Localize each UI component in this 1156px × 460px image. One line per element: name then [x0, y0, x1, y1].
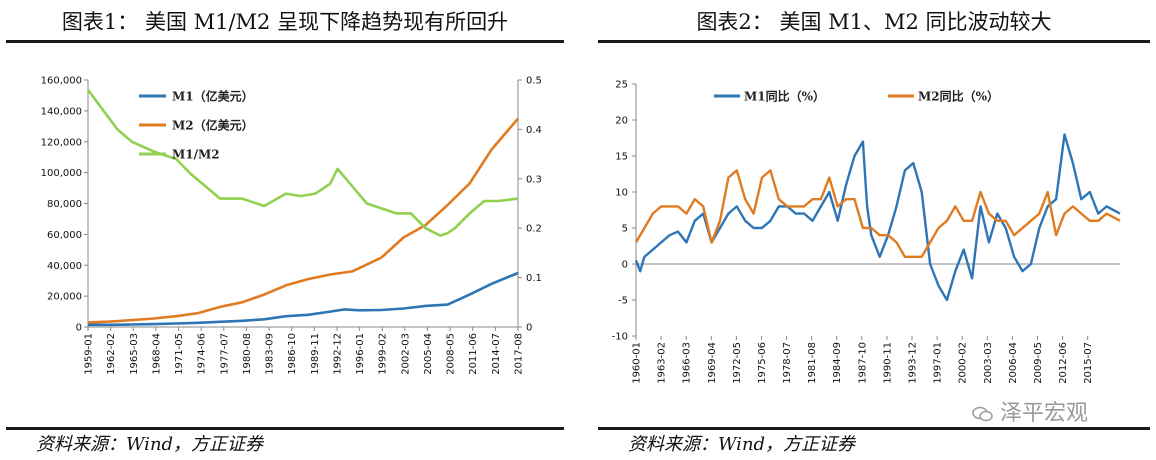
y-left-tick-label: 160,000: [41, 76, 82, 87]
legend-label: M2（亿美元）: [172, 118, 254, 133]
x-tick-label: 2000-02: [958, 342, 969, 384]
source-rule: [598, 427, 1150, 430]
x-tick-label: 1966-03: [682, 342, 693, 384]
y-tick-label: -10: [612, 332, 628, 343]
series-line: [634, 133, 1121, 302]
title-rule: [598, 40, 1150, 43]
y-right-tick-label: 0: [526, 323, 532, 334]
watermark-text: 泽平宏观: [1000, 401, 1089, 426]
x-tick-label: 1987-10: [857, 342, 868, 384]
y-right-tick-label: 0.4: [526, 125, 542, 136]
x-tick-label: 1996-01: [355, 333, 366, 375]
legend-label: M1/M2: [172, 148, 220, 162]
source-rule: [6, 427, 564, 430]
y-left-tick-label: 120,000: [41, 137, 82, 148]
x-tick-label: 1980-08: [242, 333, 253, 375]
x-tick-label: 1993-12: [908, 342, 919, 384]
x-tick-label: 1969-04: [707, 342, 718, 384]
x-tick-label: 2014-07: [491, 333, 502, 375]
x-tick-label: 1983-09: [265, 333, 276, 375]
x-tick-label: 1974-06: [197, 333, 208, 375]
x-tick-label: 1978-07: [782, 342, 793, 384]
x-tick-label: 2005-04: [423, 333, 434, 375]
wechat-icon: [972, 406, 993, 422]
y-left-tick-label: 20,000: [47, 292, 82, 303]
x-tick-label: 1984-09: [832, 342, 843, 384]
y-right-tick-label: 0.2: [526, 224, 542, 235]
y-tick-label: 10: [615, 188, 628, 199]
y-left-tick-label: 60,000: [47, 230, 82, 241]
legend-label: M2同比（%）: [918, 89, 999, 104]
y-left-tick-label: 0: [76, 323, 82, 334]
y-tick-label: 5: [622, 224, 628, 235]
x-tick-label: 2003-03: [983, 342, 994, 384]
y-tick-label: 20: [615, 116, 628, 127]
title-rule: [6, 40, 564, 43]
y-right-tick-label: 0.3: [526, 174, 542, 185]
x-tick-label: 1965-03: [129, 333, 140, 375]
series-line: [88, 271, 519, 327]
x-tick-label: 2017-08: [514, 333, 525, 375]
y-left-tick-label: 80,000: [47, 199, 82, 210]
x-tick-label: 1990-11: [882, 342, 893, 384]
source-note: 资料来源：Wind，方正证券: [36, 434, 264, 455]
x-tick-label: 2011-06: [468, 333, 479, 375]
chart-left-svg: 0 20,000 40,000 60,000 80,000 100,000 120,000 1…: [41, 76, 542, 375]
x-tick-label: 2008-05: [446, 333, 457, 375]
x-tick-label: 1977-07: [219, 333, 230, 375]
x-tick-label: 1968-04: [151, 333, 162, 375]
y-tick-label: 25: [615, 80, 628, 91]
x-tick-label: 1997-01: [933, 342, 944, 384]
x-tick-label: 2015-07: [1083, 342, 1094, 384]
y-tick-label: 0: [622, 260, 628, 271]
x-tick-label: 2006-04: [1008, 342, 1019, 384]
watermark: 泽平宏观: [972, 395, 1088, 427]
x-tick-label: 2012-06: [1058, 342, 1069, 384]
chart-title: 图表2： 美国 M1、M2 同比波动较大: [696, 10, 1052, 34]
x-tick-label: 2002-03: [400, 333, 411, 375]
x-tick-label: 1962-02: [106, 333, 117, 375]
x-tick-label: 2009-05: [1033, 342, 1044, 384]
x-tick-label: 1999-02: [378, 333, 389, 375]
x-tick-label: 1975-06: [757, 342, 768, 384]
chart-right-svg: -10 -5 0 5 10 15 20 25 1960-01 1963-02 1966-03 1969…: [612, 80, 1121, 384]
legend-label: M1同比（%）: [744, 89, 825, 104]
x-tick-label: 1972-05: [732, 342, 743, 384]
y-tick-label: 15: [615, 152, 628, 163]
y-tick-label: -5: [618, 296, 628, 307]
x-tick-label: 1963-02: [657, 342, 668, 384]
y-right-tick-label: 0.5: [526, 76, 542, 87]
series-line: [634, 169, 1121, 258]
x-tick-label: 1992-12: [332, 333, 343, 375]
x-tick-label: 1986-10: [287, 333, 298, 375]
y-left-tick-label: 100,000: [41, 168, 82, 179]
series-line: [86, 89, 519, 237]
y-left-tick-label: 40,000: [47, 261, 82, 272]
x-tick-label: 1959-01: [84, 333, 95, 375]
source-note: 资料来源：Wind，方正证券: [628, 434, 856, 455]
x-tick-label: 1971-05: [174, 333, 185, 375]
y-right-tick-label: 0.1: [526, 273, 542, 284]
x-tick-label: 1960-01: [632, 342, 643, 384]
chart-title: 图表1： 美国 M1/M2 呈现下降趋势现有所回升: [61, 10, 509, 34]
series-line: [87, 117, 519, 324]
x-tick-label: 1989-11: [310, 333, 321, 375]
panel-yoy: 图表2： 美国 M1、M2 同比波动较大 -10 -5 0 5 10 15 20 25 1960…: [592, 0, 1156, 460]
x-tick-label: 1981-08: [807, 342, 818, 384]
panel-m1-m2-ratio: 图表1： 美国 M1/M2 呈现下降趋势现有所回升 0 20,000 40,000 6…: [0, 0, 570, 460]
y-left-tick-label: 140,000: [41, 106, 82, 117]
legend-label: M1（亿美元）: [172, 89, 254, 104]
